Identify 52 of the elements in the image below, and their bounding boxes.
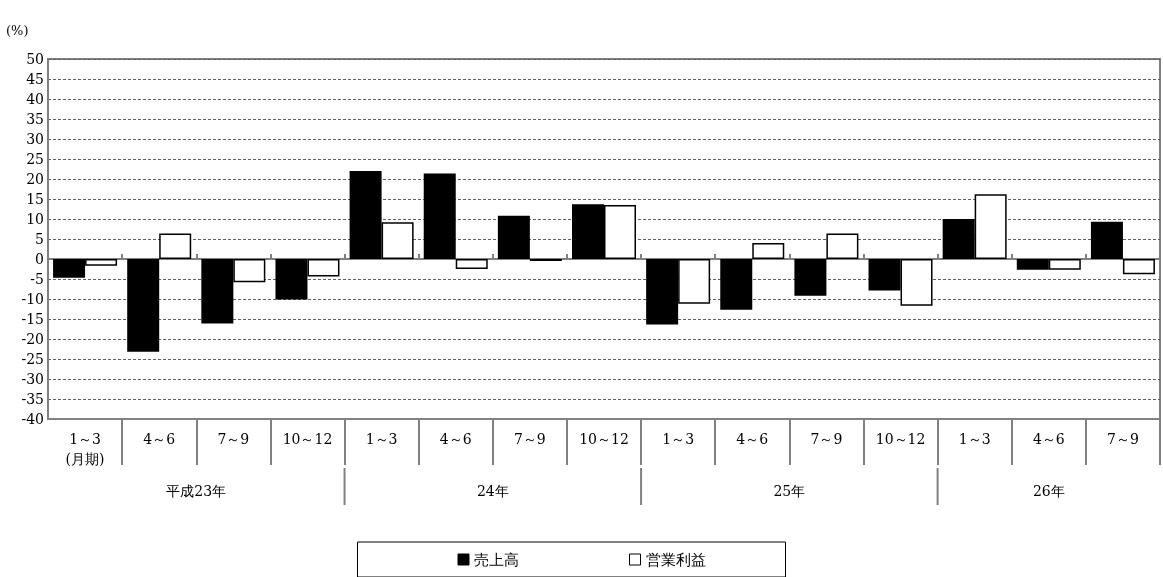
y-tick-label: -15 [21, 311, 44, 327]
x-tick-label: 1～3 [365, 431, 398, 447]
bar [127, 259, 160, 352]
x-tick-label: 10～12 [282, 431, 333, 447]
bar [720, 259, 753, 310]
y-tick-label: 50 [26, 51, 44, 67]
y-axis-title: (%) [6, 23, 29, 38]
x-tick-label: 4～6 [736, 431, 769, 447]
x-tick-label: 7～9 [1107, 431, 1139, 447]
x-tick-label: 7～9 [513, 431, 546, 447]
x-tick-label: 1～3 [662, 431, 695, 447]
y-tick-label: 45 [26, 71, 44, 87]
y-tick-label: -20 [21, 331, 44, 347]
x-tick-label: 4～6 [143, 431, 176, 447]
y-tick-label: 5 [35, 231, 44, 247]
bar [826, 233, 859, 259]
y-tick-label: -30 [21, 371, 44, 387]
y-tick-label: -5 [30, 271, 44, 287]
x-tick-label: 1～3 [958, 431, 991, 447]
x-tick-label: 10～12 [875, 431, 926, 447]
legend-label: 売上高 [474, 550, 519, 569]
y-tick-label: 35 [26, 111, 44, 127]
bar [423, 173, 456, 259]
x-tick-label: 10～12 [579, 431, 629, 447]
x-tick-label: 4～6 [439, 431, 472, 447]
x-tick-label: 1～3 (月期) [65, 431, 105, 467]
y-tick-label: 40 [26, 91, 44, 107]
y-tick-label: -35 [21, 391, 44, 407]
bar [794, 259, 827, 296]
y-tick-label: 30 [26, 131, 44, 147]
y-tick-label: 25 [26, 151, 44, 167]
x-tick-label: 7～9 [217, 431, 250, 447]
bar [1122, 259, 1155, 275]
bar [1090, 221, 1123, 259]
x-tick-label: 4～6 [1032, 431, 1065, 447]
y-tick-label: -40 [21, 411, 44, 427]
y-tick-label: -10 [21, 291, 44, 307]
text: 平成23年 [166, 483, 227, 499]
text: 26年 [1032, 483, 1065, 499]
y-tick-label: 15 [26, 191, 44, 207]
y-tick-label: 20 [26, 171, 44, 187]
bar [497, 215, 530, 259]
bar [752, 243, 785, 259]
y-tick-label: -25 [21, 351, 44, 367]
text: 25年 [773, 483, 806, 499]
bar [159, 233, 192, 259]
x-tick-label: 7～9 [810, 431, 843, 447]
legend-label: 営業利益 [645, 550, 706, 569]
y-tick-label: 0 [35, 251, 44, 267]
text: 24年 [476, 483, 509, 499]
bar [455, 259, 488, 269]
y-tick-label: 10 [26, 211, 44, 227]
